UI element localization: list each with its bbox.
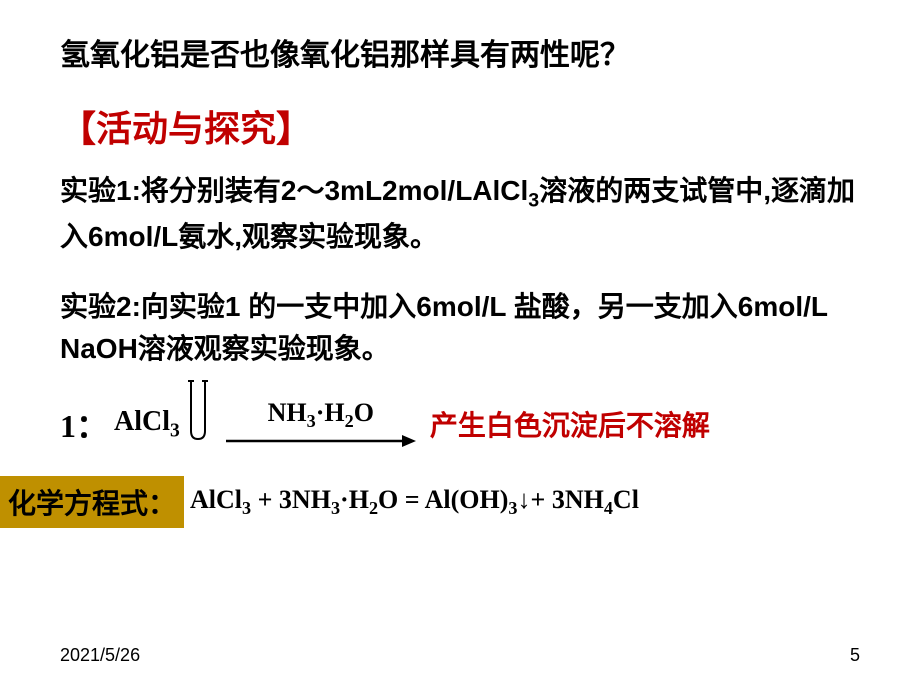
reaction-row: 1： AlCl3 NH3·H2O 产生白色沉淀后不溶解 <box>60 398 860 450</box>
exp2-a: 实验2:向实验1 的一支中加入 <box>60 291 416 322</box>
exp2-e: 溶液观察实验现象。 <box>138 333 390 364</box>
reagent-a: NH <box>268 398 307 427</box>
eq-e: ↓+ 3NH <box>518 485 604 514</box>
exp1-bold2: 6mol/L <box>88 221 178 252</box>
reagent-b: ·H <box>316 398 345 427</box>
footer-page-number: 5 <box>850 645 860 666</box>
section-title: 【活动与探究】 <box>60 100 860 152</box>
reagent-formula: NH3·H2O <box>268 398 374 432</box>
equation-label: 化学方程式： <box>0 476 184 528</box>
exp1-bold: 3mL2mol/LAlCl <box>324 175 528 206</box>
step-number: 1： <box>60 401 108 447</box>
eq-s2: 3 <box>331 498 340 518</box>
eq-s1: 3 <box>242 498 251 518</box>
question-text: 氢氧化铝是否也像氧化铝那样具有两性呢？ <box>60 30 860 74</box>
reagent-s2: 2 <box>345 411 354 431</box>
alcl3-a: AlCl <box>114 406 170 437</box>
reaction-arrow-icon <box>226 432 416 450</box>
exp2-c: 盐酸，另一支加入 <box>514 291 738 322</box>
eq-f: Cl <box>613 485 639 514</box>
exp1-sub: 3 <box>528 190 539 212</box>
test-tube-icon <box>188 379 208 441</box>
exp2-b: 6mol/L <box>416 291 514 322</box>
eq-c: ·H <box>340 485 369 514</box>
eq-d: O = Al(OH) <box>378 485 508 514</box>
eq-s5: 4 <box>604 498 613 518</box>
experiment-2: 实验2:向实验1 的一支中加入6mol/L 盐酸，另一支加入6mol/L NaO… <box>60 286 860 370</box>
reaction-result: 产生白色沉淀后不溶解 <box>430 404 710 444</box>
footer-date: 2021/5/26 <box>60 645 140 666</box>
slide-content: 氢氧化铝是否也像氧化铝那样具有两性呢？ 【活动与探究】 实验1:将分别装有2～3… <box>0 0 920 528</box>
reactant-formula: AlCl3 <box>114 406 180 443</box>
exp1-pre: 实验1:将分别装有2～ <box>60 175 324 206</box>
eq-s4: 3 <box>508 498 517 518</box>
eq-s3: 2 <box>369 498 378 518</box>
exp1-post: 氨水,观察实验现象。 <box>178 221 438 252</box>
arrow-block: NH3·H2O <box>226 398 416 450</box>
chemical-equation: AlCl3 + 3NH3·H2O = Al(OH)3↓+ 3NH4Cl <box>190 485 639 519</box>
equation-row: 化学方程式： AlCl3 + 3NH3·H2O = Al(OH)3↓+ 3NH4… <box>0 476 860 528</box>
alcl3-sub: 3 <box>170 420 180 441</box>
experiment-1: 实验1:将分别装有2～3mL2mol/LAlCl3溶液的两支试管中,逐滴加入6m… <box>60 170 860 258</box>
reagent-c: O <box>354 398 374 427</box>
reagent-s1: 3 <box>307 411 316 431</box>
eq-a: AlCl <box>190 485 242 514</box>
eq-b: + 3NH <box>251 485 331 514</box>
